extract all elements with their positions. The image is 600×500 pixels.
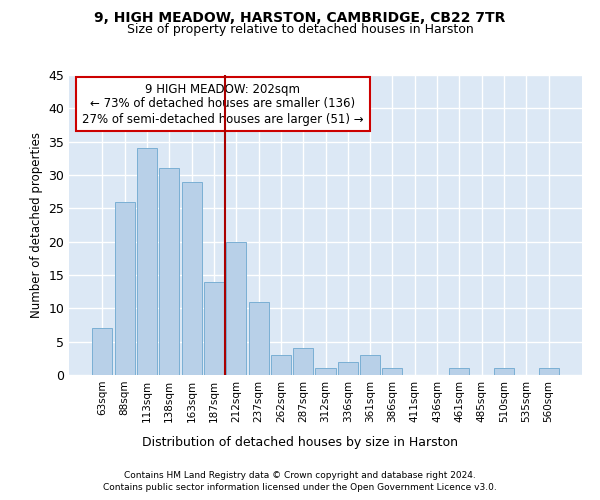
Bar bbox=[92, 328, 112, 375]
Bar bbox=[159, 168, 179, 375]
Bar bbox=[182, 182, 202, 375]
Text: Distribution of detached houses by size in Harston: Distribution of detached houses by size … bbox=[142, 436, 458, 449]
Bar bbox=[360, 355, 380, 375]
Text: 9 HIGH MEADOW: 202sqm
← 73% of detached houses are smaller (136)
27% of semi-det: 9 HIGH MEADOW: 202sqm ← 73% of detached … bbox=[82, 82, 364, 126]
Bar bbox=[226, 242, 246, 375]
Bar bbox=[382, 368, 403, 375]
Bar bbox=[316, 368, 335, 375]
Text: Contains HM Land Registry data © Crown copyright and database right 2024.: Contains HM Land Registry data © Crown c… bbox=[124, 472, 476, 480]
Bar bbox=[449, 368, 469, 375]
Text: Contains public sector information licensed under the Open Government Licence v3: Contains public sector information licen… bbox=[103, 483, 497, 492]
Text: 9, HIGH MEADOW, HARSTON, CAMBRIDGE, CB22 7TR: 9, HIGH MEADOW, HARSTON, CAMBRIDGE, CB22… bbox=[94, 10, 506, 24]
Bar bbox=[338, 362, 358, 375]
Bar bbox=[271, 355, 291, 375]
Bar bbox=[293, 348, 313, 375]
Y-axis label: Number of detached properties: Number of detached properties bbox=[30, 132, 43, 318]
Bar bbox=[204, 282, 224, 375]
Bar bbox=[539, 368, 559, 375]
Bar bbox=[115, 202, 135, 375]
Bar bbox=[137, 148, 157, 375]
Bar bbox=[494, 368, 514, 375]
Text: Size of property relative to detached houses in Harston: Size of property relative to detached ho… bbox=[127, 22, 473, 36]
Bar bbox=[248, 302, 269, 375]
